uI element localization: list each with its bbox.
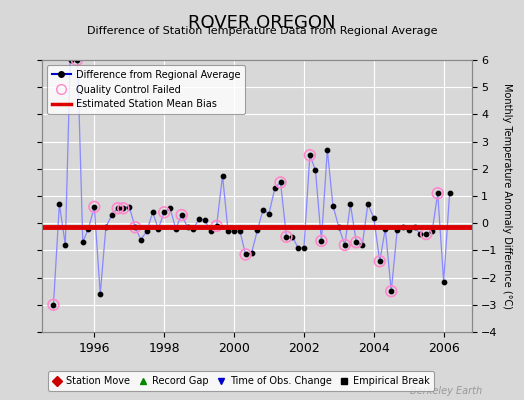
- Point: [143, 228, 151, 234]
- Point: [329, 202, 337, 209]
- Point: [55, 201, 63, 207]
- Point: [358, 242, 366, 248]
- Point: [183, 224, 192, 230]
- Point: [305, 152, 314, 158]
- Point: [405, 227, 413, 233]
- Point: [323, 146, 332, 153]
- Text: Difference of Station Temperature Data from Regional Average: Difference of Station Temperature Data f…: [87, 26, 437, 36]
- Point: [276, 179, 285, 186]
- Point: [433, 190, 442, 196]
- Point: [148, 209, 157, 216]
- Point: [67, 57, 75, 63]
- Point: [195, 216, 203, 222]
- Point: [102, 224, 110, 230]
- Point: [422, 231, 430, 237]
- Point: [212, 223, 221, 229]
- Point: [154, 226, 162, 232]
- Point: [242, 251, 250, 258]
- Point: [90, 204, 99, 210]
- Point: [131, 224, 139, 230]
- Point: [317, 238, 325, 244]
- Point: [265, 210, 273, 217]
- Point: [440, 278, 448, 285]
- Point: [346, 201, 355, 207]
- Point: [178, 212, 186, 218]
- Point: [410, 224, 419, 230]
- Point: [96, 291, 104, 297]
- Point: [376, 258, 384, 264]
- Point: [160, 209, 168, 216]
- Point: [206, 228, 215, 234]
- Point: [341, 242, 349, 248]
- Point: [387, 288, 396, 294]
- Point: [212, 223, 221, 229]
- Point: [119, 205, 127, 212]
- Point: [376, 258, 384, 264]
- Y-axis label: Monthly Temperature Anomaly Difference (°C): Monthly Temperature Anomaly Difference (…: [502, 83, 512, 309]
- Point: [433, 190, 442, 196]
- Point: [387, 288, 396, 294]
- Point: [422, 231, 430, 237]
- Point: [317, 238, 325, 244]
- Point: [49, 302, 58, 308]
- Point: [230, 228, 238, 234]
- Point: [61, 242, 70, 248]
- Point: [276, 179, 285, 186]
- Point: [282, 234, 291, 240]
- Point: [49, 302, 58, 308]
- Point: [369, 214, 378, 221]
- Point: [253, 227, 261, 233]
- Point: [428, 228, 436, 234]
- Point: [311, 167, 320, 173]
- Point: [300, 244, 308, 251]
- Point: [399, 224, 407, 230]
- Point: [294, 244, 302, 251]
- Point: [305, 152, 314, 158]
- Point: [219, 172, 227, 179]
- Point: [271, 185, 279, 191]
- Point: [416, 231, 424, 237]
- Point: [178, 212, 186, 218]
- Point: [90, 204, 99, 210]
- Legend: Difference from Regional Average, Quality Control Failed, Estimated Station Mean: Difference from Regional Average, Qualit…: [47, 65, 245, 114]
- Text: ROVER OREGON: ROVER OREGON: [188, 14, 336, 32]
- Point: [137, 236, 145, 243]
- Point: [352, 239, 361, 246]
- Point: [73, 57, 81, 63]
- Point: [114, 205, 122, 212]
- Point: [381, 226, 389, 232]
- Point: [282, 234, 291, 240]
- Point: [364, 201, 372, 207]
- Point: [393, 227, 401, 233]
- Point: [201, 217, 209, 224]
- Point: [288, 234, 297, 240]
- Point: [119, 205, 127, 212]
- Point: [352, 239, 361, 246]
- Point: [73, 57, 81, 63]
- Point: [107, 212, 116, 218]
- Text: Berkeley Earth: Berkeley Earth: [410, 386, 482, 396]
- Point: [341, 242, 349, 248]
- Point: [79, 239, 87, 246]
- Point: [84, 226, 93, 232]
- Point: [125, 204, 134, 210]
- Legend: Station Move, Record Gap, Time of Obs. Change, Empirical Break: Station Move, Record Gap, Time of Obs. C…: [48, 372, 434, 391]
- Point: [114, 205, 122, 212]
- Point: [236, 228, 244, 234]
- Point: [160, 209, 168, 216]
- Point: [224, 228, 232, 234]
- Point: [166, 205, 174, 212]
- Point: [335, 224, 343, 230]
- Point: [242, 251, 250, 258]
- Point: [131, 224, 139, 230]
- Point: [171, 226, 180, 232]
- Point: [189, 226, 198, 232]
- Point: [247, 250, 256, 256]
- Point: [445, 190, 454, 196]
- Point: [259, 206, 267, 213]
